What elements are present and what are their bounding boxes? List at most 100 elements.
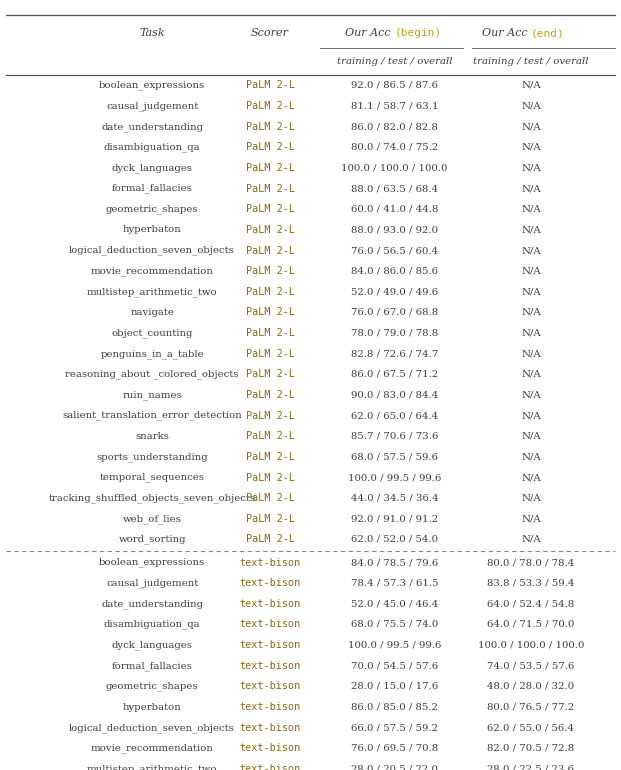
Text: text-bison: text-bison xyxy=(240,599,301,609)
Text: 68.0 / 57.5 / 59.6: 68.0 / 57.5 / 59.6 xyxy=(351,453,438,461)
Text: hyperbaton: hyperbaton xyxy=(123,226,181,234)
Text: N/A: N/A xyxy=(521,308,541,317)
Text: N/A: N/A xyxy=(521,184,541,193)
Text: Scorer: Scorer xyxy=(251,28,289,38)
Text: 80.0 / 74.0 / 75.2: 80.0 / 74.0 / 75.2 xyxy=(351,143,438,152)
Text: PaLM 2-L: PaLM 2-L xyxy=(246,204,294,214)
Text: N/A: N/A xyxy=(521,411,541,420)
Text: 62.0 / 55.0 / 56.4: 62.0 / 55.0 / 56.4 xyxy=(487,723,574,732)
Text: multistep_arithmetic_two: multistep_arithmetic_two xyxy=(87,764,217,770)
Text: N/A: N/A xyxy=(521,163,541,172)
Text: 28.0 / 22.5 / 23.6: 28.0 / 22.5 / 23.6 xyxy=(487,765,574,770)
Text: 92.0 / 91.0 / 91.2: 92.0 / 91.0 / 91.2 xyxy=(351,514,438,524)
Text: tracking_shuffled_objects_seven_objects: tracking_shuffled_objects_seven_objects xyxy=(48,494,256,503)
Text: 28.0 / 20.5 / 22.0: 28.0 / 20.5 / 22.0 xyxy=(351,765,438,770)
Text: 52.0 / 45.0 / 46.4: 52.0 / 45.0 / 46.4 xyxy=(351,599,438,608)
Text: training / test / overall: training / test / overall xyxy=(473,57,589,66)
Text: 82.0 / 70.5 / 72.8: 82.0 / 70.5 / 72.8 xyxy=(487,744,574,753)
Text: movie_recommendation: movie_recommendation xyxy=(91,266,214,276)
Text: PaLM 2-L: PaLM 2-L xyxy=(246,246,294,256)
Text: date_understanding: date_understanding xyxy=(101,599,203,609)
Text: logical_deduction_seven_objects: logical_deduction_seven_objects xyxy=(69,246,235,256)
Text: reasoning_about _colored_objects: reasoning_about _colored_objects xyxy=(65,370,239,379)
Text: text-bison: text-bison xyxy=(240,743,301,753)
Text: N/A: N/A xyxy=(521,122,541,131)
Text: Our Acc: Our Acc xyxy=(482,28,531,38)
Text: PaLM 2-L: PaLM 2-L xyxy=(246,163,294,173)
Text: 100.0 / 99.5 / 99.6: 100.0 / 99.5 / 99.6 xyxy=(348,641,441,650)
Text: PaLM 2-L: PaLM 2-L xyxy=(246,390,294,400)
Text: text-bison: text-bison xyxy=(240,640,301,650)
Text: 70.0 / 54.5 / 57.6: 70.0 / 54.5 / 57.6 xyxy=(351,661,438,670)
Text: geometric_shapes: geometric_shapes xyxy=(106,681,199,691)
Text: dyck_languages: dyck_languages xyxy=(112,163,193,172)
Text: 88.0 / 93.0 / 92.0: 88.0 / 93.0 / 92.0 xyxy=(351,226,438,234)
Text: PaLM 2-L: PaLM 2-L xyxy=(246,184,294,193)
Text: 48.0 / 28.0 / 32.0: 48.0 / 28.0 / 32.0 xyxy=(487,682,574,691)
Text: 86.0 / 85.0 / 85.2: 86.0 / 85.0 / 85.2 xyxy=(351,702,438,711)
Text: hyperbaton: hyperbaton xyxy=(123,702,181,711)
Text: geometric_shapes: geometric_shapes xyxy=(106,205,199,214)
Text: 88.0 / 63.5 / 68.4: 88.0 / 63.5 / 68.4 xyxy=(351,184,438,193)
Text: 76.0 / 69.5 / 70.8: 76.0 / 69.5 / 70.8 xyxy=(351,744,438,753)
Text: PaLM 2-L: PaLM 2-L xyxy=(246,142,294,152)
Text: N/A: N/A xyxy=(521,143,541,152)
Text: PaLM 2-L: PaLM 2-L xyxy=(246,328,294,338)
Text: 76.0 / 56.5 / 60.4: 76.0 / 56.5 / 60.4 xyxy=(351,246,438,255)
Text: 64.0 / 71.5 / 70.0: 64.0 / 71.5 / 70.0 xyxy=(487,620,574,629)
Text: 78.4 / 57.3 / 61.5: 78.4 / 57.3 / 61.5 xyxy=(351,579,438,588)
Text: temporal_sequences: temporal_sequences xyxy=(99,473,205,482)
Text: 80.0 / 78.0 / 78.4: 80.0 / 78.0 / 78.4 xyxy=(487,558,574,567)
Text: PaLM 2-L: PaLM 2-L xyxy=(246,101,294,111)
Text: ruin_names: ruin_names xyxy=(122,390,182,400)
Text: N/A: N/A xyxy=(521,266,541,276)
Text: PaLM 2-L: PaLM 2-L xyxy=(246,494,294,503)
Text: boolean_expressions: boolean_expressions xyxy=(99,81,206,90)
Text: boolean_expressions: boolean_expressions xyxy=(99,557,206,567)
Text: penguins_in_a_table: penguins_in_a_table xyxy=(101,349,204,359)
Text: N/A: N/A xyxy=(521,390,541,400)
Text: PaLM 2-L: PaLM 2-L xyxy=(246,122,294,132)
Text: PaLM 2-L: PaLM 2-L xyxy=(246,81,294,90)
Text: disambiguation_qa: disambiguation_qa xyxy=(104,142,201,152)
Text: 83.8 / 53.3 / 59.4: 83.8 / 53.3 / 59.4 xyxy=(487,579,574,588)
Text: 92.0 / 86.5 / 87.6: 92.0 / 86.5 / 87.6 xyxy=(351,81,438,90)
Text: N/A: N/A xyxy=(521,514,541,524)
Text: 76.0 / 67.0 / 68.8: 76.0 / 67.0 / 68.8 xyxy=(351,308,438,317)
Text: 81.1 / 58.7 / 63.1: 81.1 / 58.7 / 63.1 xyxy=(351,102,438,111)
Text: (begin): (begin) xyxy=(394,28,442,38)
Text: Task: Task xyxy=(139,28,165,38)
Text: 74.0 / 53.5 / 57.6: 74.0 / 53.5 / 57.6 xyxy=(487,661,574,670)
Text: 82.8 / 72.6 / 74.7: 82.8 / 72.6 / 74.7 xyxy=(351,350,438,358)
Text: 100.0 / 100.0 / 100.0: 100.0 / 100.0 / 100.0 xyxy=(341,163,448,172)
Text: PaLM 2-L: PaLM 2-L xyxy=(246,266,294,276)
Text: causal_judgement: causal_judgement xyxy=(106,578,198,588)
Text: N/A: N/A xyxy=(521,226,541,234)
Text: PaLM 2-L: PaLM 2-L xyxy=(246,307,294,317)
Text: N/A: N/A xyxy=(521,81,541,90)
Text: text-bison: text-bison xyxy=(240,764,301,770)
Text: text-bison: text-bison xyxy=(240,702,301,712)
Text: 64.0 / 52.4 / 54.8: 64.0 / 52.4 / 54.8 xyxy=(487,599,574,608)
Text: N/A: N/A xyxy=(521,535,541,544)
Text: 66.0 / 57.5 / 59.2: 66.0 / 57.5 / 59.2 xyxy=(351,723,438,732)
Text: 68.0 / 75.5 / 74.0: 68.0 / 75.5 / 74.0 xyxy=(351,620,438,629)
Text: 80.0 / 76.5 / 77.2: 80.0 / 76.5 / 77.2 xyxy=(487,702,574,711)
Text: 52.0 / 49.0 / 49.6: 52.0 / 49.0 / 49.6 xyxy=(351,287,438,296)
Text: N/A: N/A xyxy=(521,453,541,461)
Text: 100.0 / 100.0 / 100.0: 100.0 / 100.0 / 100.0 xyxy=(478,641,584,650)
Text: multistep_arithmetic_two: multistep_arithmetic_two xyxy=(87,287,217,296)
Text: 85.7 / 70.6 / 73.6: 85.7 / 70.6 / 73.6 xyxy=(351,432,438,440)
Text: web_of_lies: web_of_lies xyxy=(123,514,181,524)
Text: (end): (end) xyxy=(531,28,564,38)
Text: N/A: N/A xyxy=(521,102,541,111)
Text: text-bison: text-bison xyxy=(240,661,301,671)
Text: N/A: N/A xyxy=(521,287,541,296)
Text: movie_recommendation: movie_recommendation xyxy=(91,744,214,753)
Text: 86.0 / 67.5 / 71.2: 86.0 / 67.5 / 71.2 xyxy=(351,370,438,379)
Text: text-bison: text-bison xyxy=(240,681,301,691)
Text: 100.0 / 99.5 / 99.6: 100.0 / 99.5 / 99.6 xyxy=(348,473,441,482)
Text: N/A: N/A xyxy=(521,205,541,214)
Text: 62.0 / 52.0 / 54.0: 62.0 / 52.0 / 54.0 xyxy=(351,535,438,544)
Text: PaLM 2-L: PaLM 2-L xyxy=(246,349,294,359)
